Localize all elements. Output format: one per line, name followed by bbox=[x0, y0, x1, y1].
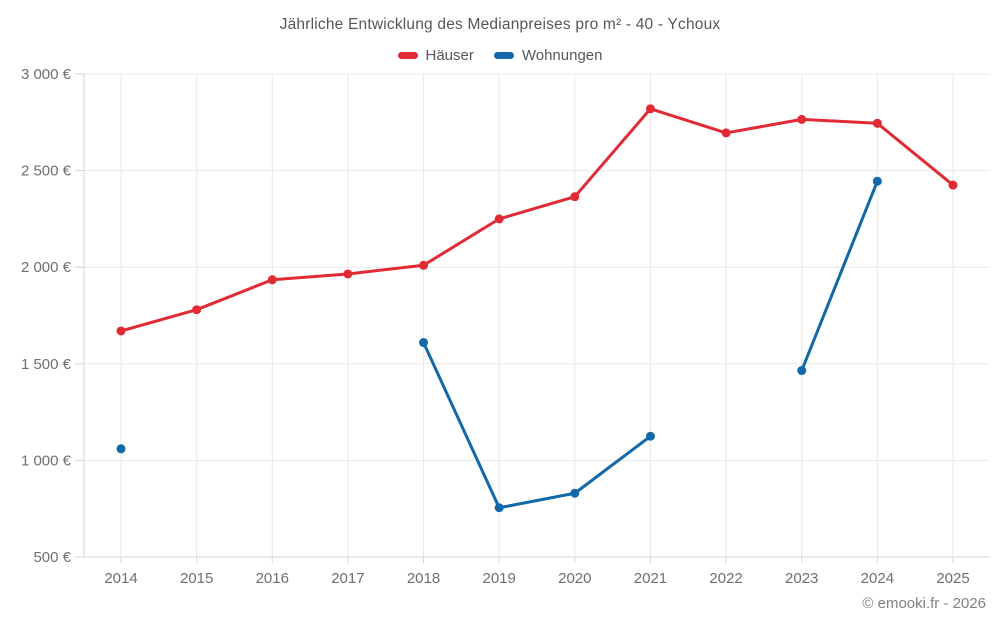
y-tick-label: 1 000 € bbox=[21, 452, 72, 469]
x-tick-label: 2023 bbox=[785, 570, 818, 587]
tick-labels: 500 € 1 000 € 1 500 € 2 000 € 2 500 € 3 000 €… bbox=[21, 66, 970, 587]
axes bbox=[75, 73, 990, 563]
y-tick-label: 1 500 € bbox=[21, 356, 72, 373]
x-tick-label: 2018 bbox=[407, 570, 440, 587]
series-h-user-point-2018 bbox=[419, 260, 429, 270]
series-h-user-point-2016 bbox=[267, 275, 277, 285]
gridlines bbox=[84, 73, 990, 558]
series-wohnungen-point-2024 bbox=[872, 176, 882, 186]
chart-title: Jährliche Entwicklung des Medianpreises … bbox=[279, 16, 721, 33]
y-tick-label: 500 € bbox=[33, 549, 71, 566]
series-h-user-point-2015 bbox=[192, 305, 202, 315]
x-tick-label: 2015 bbox=[180, 570, 213, 587]
series-wohnungen-point-2020 bbox=[570, 488, 580, 498]
legend-label-wohnungen: Wohnungen bbox=[521, 47, 603, 64]
x-tick-label: 2021 bbox=[634, 570, 667, 587]
series-h-user bbox=[116, 104, 958, 336]
series-h-user-point-2023 bbox=[797, 114, 807, 124]
legend-item-wohnungen[interactable]: Wohnungen bbox=[493, 47, 603, 64]
chart-legend: Häuser Wohnungen bbox=[0, 47, 1000, 64]
series-h-user-point-2014 bbox=[116, 326, 126, 336]
y-tick-label: 2 500 € bbox=[21, 163, 72, 180]
series-h-user-point-2019 bbox=[494, 214, 504, 224]
legend-item-hauser[interactable]: Häuser bbox=[397, 47, 474, 64]
series-wohnungen-point-2018 bbox=[419, 338, 429, 348]
legend-label-hauser: Häuser bbox=[425, 47, 474, 64]
series-wohnungen-line bbox=[422, 341, 652, 510]
y-tick-label: 2 000 € bbox=[21, 259, 72, 276]
series-h-user-point-2020 bbox=[570, 192, 580, 202]
x-tick-label: 2016 bbox=[256, 570, 289, 587]
series-h-user-line bbox=[119, 107, 955, 333]
series-h-user-point-2017 bbox=[343, 269, 353, 279]
x-tick-label: 2022 bbox=[709, 570, 742, 587]
series-wohnungen-point-2014 bbox=[116, 444, 126, 454]
series-wohnungen-point-2019 bbox=[494, 503, 504, 513]
x-tick-label: 2019 bbox=[482, 570, 515, 587]
series-wohnungen-point-2021 bbox=[645, 431, 655, 441]
series-wohnungen bbox=[116, 176, 882, 513]
x-tick-label: 2020 bbox=[558, 570, 591, 587]
series-wohnungen-line bbox=[800, 179, 879, 373]
x-tick-label: 2025 bbox=[936, 570, 969, 587]
series-wohnungen-point-2023 bbox=[797, 366, 807, 376]
wohnungen-series-swatch bbox=[493, 52, 514, 59]
series-h-user-point-2022 bbox=[721, 128, 731, 138]
x-tick-label: 2024 bbox=[861, 570, 894, 587]
y-tick-label: 3 000 € bbox=[21, 66, 72, 83]
x-tick-label: 2014 bbox=[104, 570, 137, 587]
hauser-series-swatch bbox=[397, 52, 418, 59]
series-h-user-point-2021 bbox=[645, 104, 655, 114]
series-h-user-point-2024 bbox=[872, 118, 882, 128]
x-tick-label: 2017 bbox=[331, 570, 364, 587]
series-h-user-point-2025 bbox=[948, 180, 958, 190]
copyright-note: © emooki.fr - 2026 bbox=[862, 595, 986, 612]
